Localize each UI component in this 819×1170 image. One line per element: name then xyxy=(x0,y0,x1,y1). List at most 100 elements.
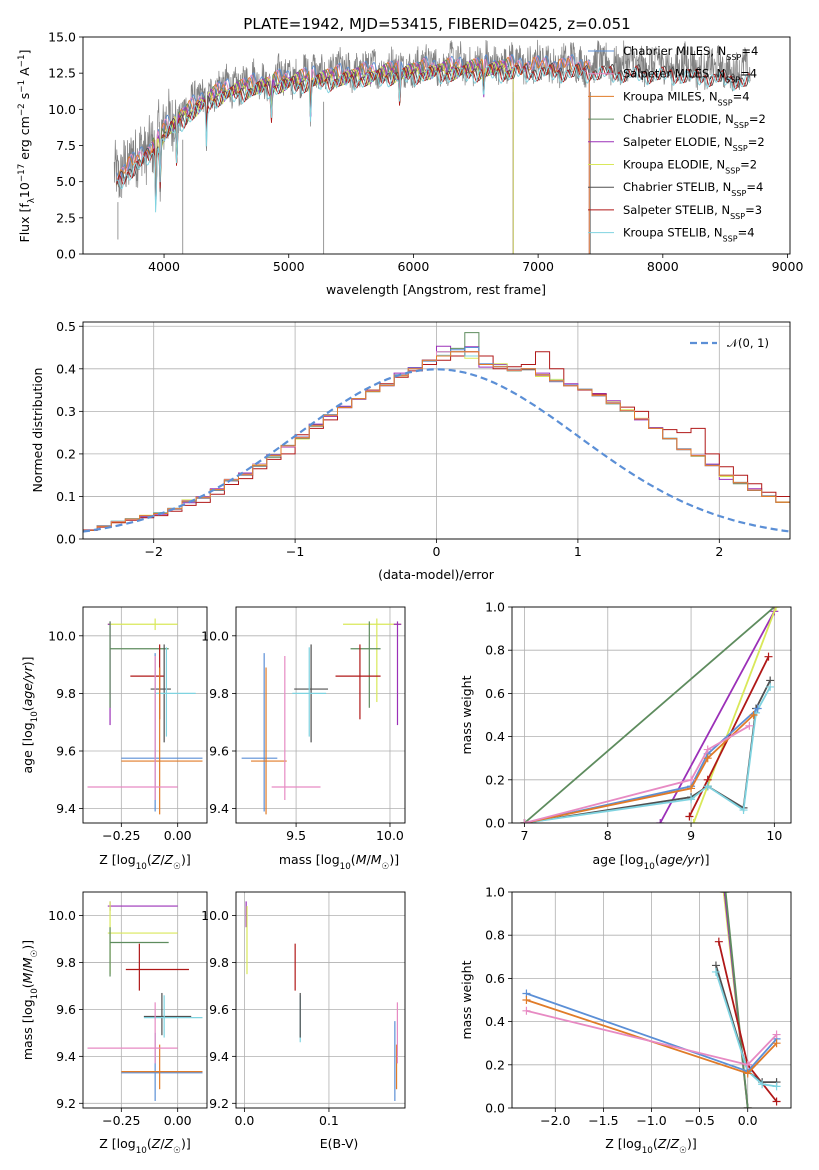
y-tick-label: 0.8 xyxy=(485,928,505,943)
histogram-chabrier-miles xyxy=(83,347,790,531)
weight-marker xyxy=(703,745,712,754)
weight-marker xyxy=(685,812,694,821)
axes-frame xyxy=(82,36,791,255)
x-tick-label: −2.0 xyxy=(540,1113,570,1128)
x-tick-label: 0 xyxy=(433,544,441,559)
x-tick-label: 8 xyxy=(604,828,612,843)
age-vs-mass-panel: 9.5 10.0 9.4 9.6 9.8 10.0 mass [log10(M/M☉)] xyxy=(201,606,406,872)
x-tick-label: 6000 xyxy=(398,259,430,274)
axes-frame xyxy=(82,891,208,1109)
x-tick-label: 10 xyxy=(766,828,782,843)
plot-area xyxy=(113,39,751,254)
model-spectrum-kroupa-stelib xyxy=(116,65,751,213)
y-tick-label: 9.2 xyxy=(209,1096,229,1111)
weight-marker xyxy=(689,819,698,823)
y-tick-label: 10.0 xyxy=(201,908,229,923)
weight-marker xyxy=(749,711,758,719)
weight-marker xyxy=(745,721,754,730)
y-tick-label: 0.2 xyxy=(56,446,76,461)
x-axis-label: Z [log10(Z/Z☉)] xyxy=(99,1136,191,1156)
weight-marker xyxy=(687,775,696,784)
x-tick-label: 10.0 xyxy=(376,828,404,843)
histogram-kroupa-miles xyxy=(83,351,790,531)
y-tick-label: 9.8 xyxy=(56,955,76,970)
legend-label: Kroupa MILES, NSSP=4 xyxy=(623,89,750,107)
histogram-kroupa-stelib xyxy=(83,351,790,531)
y-tick-label: 9.6 xyxy=(56,1002,76,1017)
legend-label: Kroupa ELODIE, NSSP=2 xyxy=(623,158,757,176)
weight-line-chabrier-miles xyxy=(524,707,759,823)
weight-line-salpeter-miles xyxy=(524,725,750,823)
gaussian-reference-curve xyxy=(83,368,790,533)
y-tick-label: 10.0 xyxy=(201,628,229,643)
model-spectrum-salpeter-elodie xyxy=(151,60,514,200)
weight-line-chabrier-elodie xyxy=(523,607,775,823)
y-tick-label: 15.0 xyxy=(48,30,76,45)
y-tick-label: 9.8 xyxy=(209,955,229,970)
y-axis-label: mass [log10(M/M☉)] xyxy=(20,940,40,1060)
x-axis-label: wavelength [Angstrom, rest frame] xyxy=(326,282,546,297)
legend-label: Chabrier ELODIE, NSSP=2 xyxy=(623,112,766,130)
axes-frame xyxy=(82,321,791,540)
weight-marker xyxy=(520,819,529,823)
y-tick-label: 9.2 xyxy=(56,1096,76,1111)
x-tick-label: 5000 xyxy=(273,259,305,274)
x-tick-label: 7000 xyxy=(522,259,554,274)
weight-line-salpeter-elodie xyxy=(659,610,776,823)
legend-label: Salpeter STELIB, NSSP=3 xyxy=(623,203,762,221)
y-tick-label: 0.4 xyxy=(56,361,76,376)
legend-label: Salpeter MILES, NSSP=4 xyxy=(623,67,757,85)
legend-label: 𝒩(0, 1) xyxy=(727,336,769,350)
axes-frame xyxy=(82,606,208,824)
weight-marker xyxy=(522,996,531,1004)
weight-marker xyxy=(721,892,730,896)
y-tick-label: 0.0 xyxy=(56,532,76,547)
residual-histogram-panel: −2 −1 0 1 2 0.0 0.1 0.2 0.3 0.4 0.5 𝒩(0, 1) (data-mo… xyxy=(30,319,791,582)
mass-vs-extinction-panel: 0.0 0.1 9.2 9.4 9.6 9.8 10.0 E(B-V) xyxy=(201,891,406,1151)
weight-marker xyxy=(766,682,775,691)
x-axis-label: Z [log10(Z/Z☉)] xyxy=(99,852,191,872)
x-tick-label: −1.5 xyxy=(588,1113,618,1128)
weight-marker xyxy=(772,1082,781,1091)
weight-marker xyxy=(772,1097,781,1106)
y-tick-label: 0.6 xyxy=(485,971,505,986)
x-tick-label: 9000 xyxy=(772,259,804,274)
weight-marker xyxy=(772,1039,781,1048)
y-tick-label: 0.8 xyxy=(485,643,505,658)
x-tick-label: −1 xyxy=(286,544,304,559)
weight-line-kroupa-stelib xyxy=(715,971,777,1088)
y-tick-label: 0.2 xyxy=(485,1057,505,1072)
weight-marker xyxy=(772,1030,781,1039)
x-axis-label: age [log10(age/yr)] xyxy=(592,852,709,872)
y-tick-label: 9.4 xyxy=(209,801,229,816)
weight-marker xyxy=(719,892,728,896)
y-axis-label: Flux [fλ10−17 erg cm−2 s−1 A−1] xyxy=(17,50,37,243)
legend-label: Kroupa STELIB, NSSP=4 xyxy=(623,226,755,244)
x-axis-label: Z [log10(Z/Z☉)] xyxy=(605,1136,697,1156)
weight-marker xyxy=(739,806,748,815)
y-tick-label: 0.3 xyxy=(56,404,76,419)
plot-area xyxy=(522,892,781,1108)
weight-marker xyxy=(764,652,773,661)
x-tick-label: 1 xyxy=(574,544,582,559)
y-axis-label: Normed distribution xyxy=(30,368,45,493)
x-axis-label: E(B-V) xyxy=(320,1136,359,1151)
x-axis-label: mass [log10(M/M☉)] xyxy=(279,852,399,872)
y-tick-label: 10.0 xyxy=(48,102,76,117)
x-tick-label: 0.1 xyxy=(319,1113,339,1128)
y-tick-label: 9.6 xyxy=(209,1002,229,1017)
histogram-salpeter-elodie xyxy=(83,345,790,531)
y-tick-label: 0.0 xyxy=(56,247,76,262)
weight-marker xyxy=(703,754,712,763)
y-axis-label: mass weight xyxy=(459,960,474,1039)
weight-marker xyxy=(743,1060,752,1069)
plot-area xyxy=(245,901,398,1101)
y-tick-label: 9.8 xyxy=(56,686,76,701)
x-tick-label: 7 xyxy=(521,828,529,843)
weight-marker xyxy=(522,1006,531,1015)
y-tick-label: 0.4 xyxy=(485,729,505,744)
mass-weight-vs-age-panel: 7 8 9 10 0.0 0.2 0.4 0.6 0.8 1.0 age [log10(age/yr… xyxy=(459,600,792,872)
weight-line-chabrier-stelib xyxy=(524,679,772,823)
weight-marker xyxy=(703,782,712,791)
